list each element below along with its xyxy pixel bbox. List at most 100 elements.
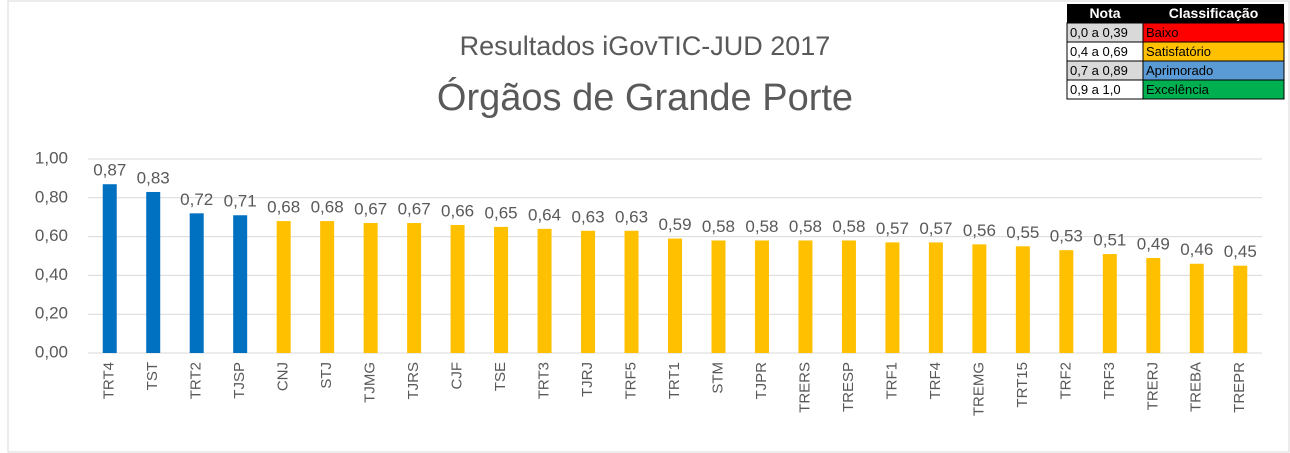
value-label: 0,46 (1180, 240, 1213, 259)
bar (320, 221, 335, 353)
y-tick-label: 1,00 (35, 148, 68, 167)
bar (928, 242, 943, 353)
x-tick-label: TRF3 (1101, 362, 1118, 400)
value-label: 0,51 (1093, 231, 1126, 250)
bar (189, 213, 204, 353)
x-tick-label: TRF1 (883, 362, 900, 400)
x-tick-label: TRT4 (101, 362, 118, 399)
y-tick-label: 0,40 (35, 265, 68, 284)
x-tick-label: TRT1 (666, 362, 683, 399)
bar (537, 228, 552, 353)
x-tick-label: TRF2 (1057, 362, 1074, 400)
x-tick-label: TRT2 (188, 362, 205, 399)
bar (276, 221, 291, 353)
x-tick-label: STJ (318, 362, 335, 389)
bar (363, 223, 378, 353)
bar (1189, 263, 1204, 353)
legend-swatch (1142, 79, 1285, 100)
bar (1059, 250, 1074, 353)
legend-class: Baixo (1146, 25, 1179, 40)
bar (494, 226, 509, 353)
x-tick-label: TRT15 (1014, 362, 1031, 408)
chart-subtitle: Órgãos de Grande Porte (437, 76, 853, 119)
bar (233, 215, 248, 353)
legend-class: Aprimorado (1146, 63, 1213, 78)
x-tick-label: TREBA (1188, 362, 1205, 412)
value-label: 0,45 (1224, 242, 1257, 261)
y-tick-label: 0,20 (35, 304, 68, 323)
value-label: 0,57 (876, 219, 909, 238)
x-tick-label: CNJ (275, 362, 292, 391)
bar (624, 230, 639, 353)
x-tick-label: TRERJ (1144, 362, 1161, 410)
x-tick-label: TST (144, 362, 161, 390)
value-label: 0,67 (398, 200, 431, 219)
bar (972, 244, 987, 353)
legend-range: 0,0 a 0,39 (1070, 25, 1128, 40)
value-label: 0,63 (571, 207, 604, 226)
x-tick-label: TJPR (753, 362, 770, 400)
value-label: 0,55 (1006, 223, 1039, 242)
bar (798, 240, 813, 353)
x-tick-label: TRF5 (622, 362, 639, 400)
x-tick-label: TRERS (796, 362, 813, 413)
x-tick-label: TRESP (840, 362, 857, 412)
value-label: 0,53 (1050, 227, 1083, 246)
x-tick-label: TREPR (1231, 362, 1248, 413)
bar (102, 184, 117, 353)
bar (1102, 254, 1117, 353)
y-tick-label: 0,60 (35, 226, 68, 245)
bar (407, 223, 422, 353)
value-label: 0,58 (832, 217, 865, 236)
y-tick-label: 0,00 (35, 342, 68, 361)
legend-class: Satisfatório (1146, 44, 1211, 59)
value-label: 0,66 (441, 201, 474, 220)
value-label: 0,71 (224, 192, 257, 211)
value-label: 0,63 (615, 207, 648, 226)
value-label: 0,72 (180, 190, 213, 209)
bar (1233, 265, 1248, 353)
bar (885, 242, 900, 353)
x-tick-label: TRT3 (536, 362, 553, 399)
legend-header-bg (1067, 4, 1284, 23)
x-tick-label: TJRS (405, 362, 422, 400)
value-label: 0,65 (485, 203, 518, 222)
bar (450, 224, 465, 353)
bar (711, 240, 726, 353)
bar (841, 240, 856, 353)
value-label: 0,57 (919, 219, 952, 238)
value-label: 0,56 (963, 221, 996, 240)
value-label: 0,83 (137, 168, 170, 187)
y-tick-label: 0,80 (35, 187, 68, 206)
value-label: 0,64 (528, 205, 561, 224)
legend-range: 0,7 a 0,89 (1070, 63, 1128, 78)
value-label: 0,87 (93, 161, 126, 180)
bar (1015, 246, 1030, 353)
x-tick-label: TREMG (970, 362, 987, 416)
value-label: 0,59 (658, 215, 691, 234)
x-tick-label: TJMG (362, 362, 379, 403)
value-label: 0,58 (745, 217, 778, 236)
legend-header: Nota (1089, 5, 1120, 21)
value-label: 0,67 (354, 200, 387, 219)
x-tick-label: TJRJ (579, 362, 596, 397)
value-label: 0,58 (702, 217, 735, 236)
value-label: 0,68 (267, 198, 300, 217)
x-tick-label: STM (709, 362, 726, 394)
value-label: 0,49 (1137, 234, 1170, 253)
chart-title: Resultados iGovTIC-JUD 2017 (460, 31, 831, 61)
value-label: 0,68 (311, 198, 344, 217)
legend-class: Excelência (1146, 82, 1210, 97)
x-tick-label: TJSP (231, 362, 248, 399)
legend-range: 0,9 a 1,0 (1070, 82, 1121, 97)
x-tick-label: TRF4 (927, 362, 944, 400)
bar (146, 191, 161, 353)
x-tick-label: TSE (492, 362, 509, 391)
bar (754, 240, 769, 353)
bar (1146, 257, 1161, 353)
value-label: 0,58 (789, 217, 822, 236)
legend-range: 0,4 a 0,69 (1070, 44, 1128, 59)
x-tick-label: CJF (449, 362, 466, 390)
legend-header: Classificação (1169, 5, 1259, 21)
